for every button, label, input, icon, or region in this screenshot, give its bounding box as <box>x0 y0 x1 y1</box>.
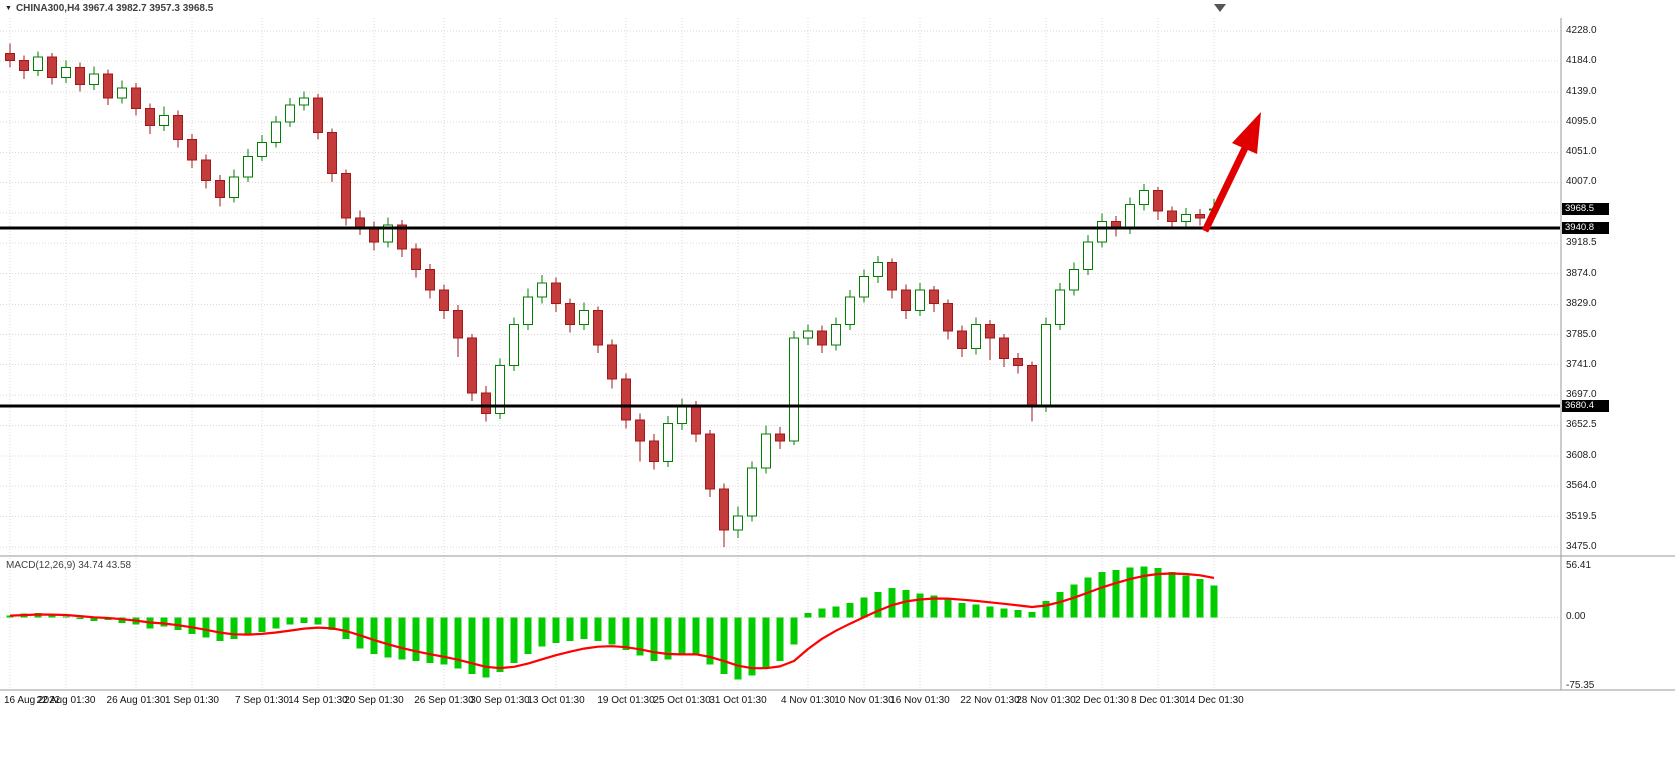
time-tick-label: 25 Oct 01:30 <box>653 695 711 706</box>
time-tick-label: 10 Nov 01:30 <box>834 695 894 706</box>
time-tick-label: 14 Dec 01:30 <box>1184 695 1244 706</box>
time-tick-label: 28 Nov 01:30 <box>1016 695 1076 706</box>
time-tick-label: 14 Sep 01:30 <box>288 695 348 706</box>
time-tick-label: 19 Oct 01:30 <box>597 695 655 706</box>
time-tick-label: 22 Aug 01:30 <box>36 695 96 706</box>
time-tick-label: 26 Sep 01:30 <box>414 695 474 706</box>
time-tick-label: 30 Sep 01:30 <box>470 695 530 706</box>
macd-tick-label: 0.00 <box>1566 611 1586 623</box>
time-tick-label: 16 Nov 01:30 <box>890 695 950 706</box>
price-tick-label: 3564.0 <box>1566 480 1597 491</box>
time-tick-label: 2 Dec 01:30 <box>1075 695 1129 706</box>
time-tick-label: 16 Aug 2022 <box>4 695 61 706</box>
price-tick-label: 4184.0 <box>1566 55 1597 67</box>
time-tick-label: 22 Nov 01:30 <box>960 695 1020 706</box>
current-price-badge: 3968.5 <box>1562 202 1609 215</box>
price-tick-label: 4095.0 <box>1566 116 1597 128</box>
time-tick-label: 31 Oct 01:30 <box>709 695 767 706</box>
price-tick-label: 3475.0 <box>1566 541 1597 552</box>
price-tick-label: 4228.0 <box>1566 25 1597 36</box>
time-tick-label: 26 Aug 01:30 <box>106 695 166 706</box>
price-tick-label: 3652.5 <box>1566 419 1597 431</box>
macd-tick-label: 56.41 <box>1566 560 1592 571</box>
chart-dropdown-icon[interactable]: ▼ <box>5 4 12 12</box>
time-tick-label: 1 Sep 01:30 <box>165 695 219 706</box>
price-tick-label: 3519.5 <box>1566 510 1597 522</box>
macd-tick-label: -75.35 <box>1566 680 1595 691</box>
time-tick-label: 4 Nov 01:30 <box>781 695 835 706</box>
price-tick-label: 4139.0 <box>1566 85 1597 97</box>
level-badge-upper: 3940.8 <box>1562 221 1609 234</box>
price-tick-label: 3697.0 <box>1566 388 1597 400</box>
chart-header: ▼ CHINA300,H4 3967.4 3982.7 3957.3 3968.… <box>5 3 213 14</box>
price-tick-label: 3608.0 <box>1566 449 1597 461</box>
time-tick-label: 8 Dec 01:30 <box>1131 695 1185 706</box>
level-badge-lower: 3680.4 <box>1562 400 1609 413</box>
time-tick-label: 20 Sep 01:30 <box>344 695 404 706</box>
price-tick-label: 3874.0 <box>1566 267 1597 279</box>
macd-indicator-label: MACD(12,26,9) 34.74 43.58 <box>6 560 132 571</box>
time-tick-label: 7 Sep 01:30 <box>235 695 289 706</box>
price-tick-label: 3829.0 <box>1566 298 1597 310</box>
price-tick-label: 3785.0 <box>1566 328 1597 340</box>
time-tick-label: 13 Oct 01:30 <box>527 695 585 706</box>
price-tick-label: 3918.5 <box>1566 237 1597 249</box>
price-tick-label: 3741.0 <box>1566 358 1597 370</box>
symbol-ohlc-label: CHINA300,H4 3967.4 3982.7 3957.3 3968.5 <box>15 3 214 14</box>
price-tick-label: 4007.0 <box>1566 176 1597 188</box>
price-tick-label: 4051.0 <box>1566 146 1597 158</box>
